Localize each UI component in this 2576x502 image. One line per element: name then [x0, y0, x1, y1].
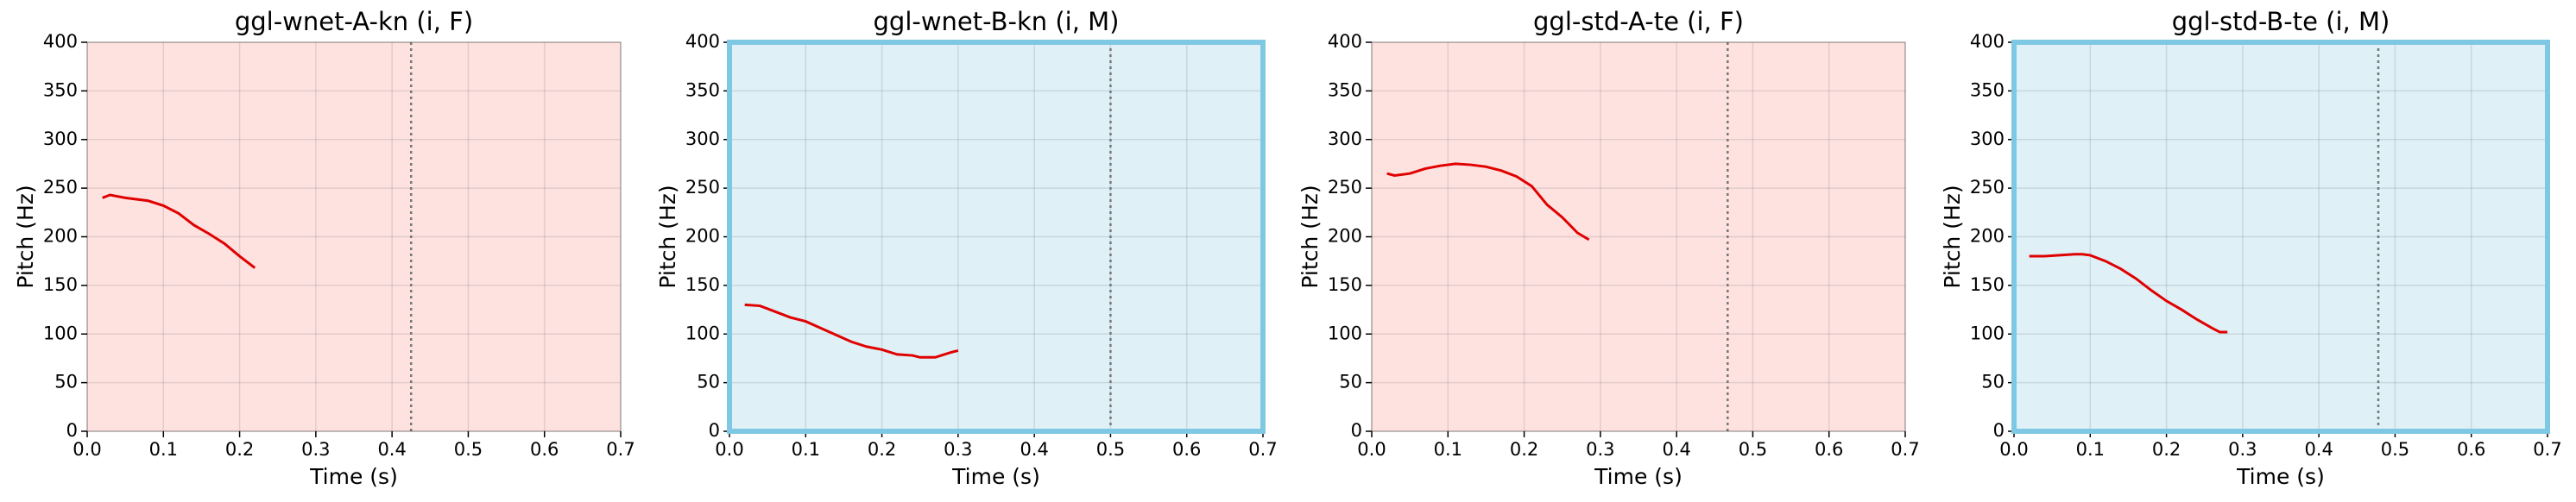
y-tick-label: 400: [1328, 31, 1362, 52]
x-tick-label: 0.4: [377, 439, 406, 460]
chart-title: ggl-std-B-te (i, M): [2172, 7, 2390, 36]
x-tick-label: 0.0: [1999, 439, 2028, 460]
y-axis-label: Pitch (Hz): [13, 185, 38, 288]
x-axis-label: Time (s): [2236, 464, 2325, 489]
y-tick-label: 100: [1970, 323, 2005, 343]
x-tick-label: 0.7: [1248, 439, 1277, 460]
x-tick-label: 0.7: [1891, 439, 1919, 460]
x-tick-label: 0.7: [2533, 439, 2561, 460]
y-axis-label: Pitch (Hz): [1297, 185, 1323, 288]
x-tick-label: 0.6: [530, 439, 559, 460]
y-tick-label: 300: [1970, 129, 2005, 149]
y-tick-label: 200: [43, 226, 78, 247]
y-tick-label: 250: [43, 177, 78, 198]
x-tick-label: 0.5: [2381, 439, 2409, 460]
y-tick-label: 100: [1328, 323, 1362, 343]
chart-title: ggl-std-A-te (i, F): [1533, 7, 1744, 36]
y-axis-label: Pitch (Hz): [1940, 185, 1965, 288]
plot-background: [2014, 42, 2548, 431]
x-tick-label: 0.2: [2152, 439, 2181, 460]
y-tick-label: 400: [43, 31, 78, 52]
y-tick-label: 250: [1970, 177, 2005, 198]
pitch-line: [1386, 162, 1590, 242]
y-tick-label: 400: [1970, 31, 2005, 52]
y-tick-label: 50: [1981, 372, 2005, 392]
plot-frame: [86, 41, 622, 432]
x-tick-label: 0.5: [1739, 439, 1767, 460]
pitch-line: [744, 303, 959, 359]
x-tick-label: 0.1: [149, 439, 178, 460]
y-tick-label: 400: [685, 31, 720, 52]
y-tick-label: 200: [1970, 226, 2005, 247]
y-tick-label: 150: [1970, 274, 2005, 295]
x-axis-label: Time (s): [309, 464, 398, 489]
y-tick-label: 300: [1328, 129, 1362, 149]
x-tick-label: 0.4: [1662, 439, 1690, 460]
x-tick-label: 0.5: [454, 439, 483, 460]
y-tick-label: 100: [685, 323, 720, 343]
x-tick-label: 0.3: [2228, 439, 2257, 460]
x-tick-label: 0.2: [225, 439, 254, 460]
y-tick-label: 350: [685, 79, 720, 100]
y-tick-label: 100: [43, 323, 78, 343]
x-tick-label: 0.3: [944, 439, 972, 460]
plot-background: [729, 42, 1263, 431]
y-tick-label: 200: [1328, 226, 1362, 247]
x-axis-label: Time (s): [951, 464, 1040, 489]
y-tick-label: 300: [685, 129, 720, 149]
chart-panel: 0 50 100 150 200 250 300 350 400 0.0 0.1 0.2 0.3 0.4 0…: [13, 7, 635, 489]
plot-frame: [727, 40, 1266, 434]
x-tick-label: 0.2: [1510, 439, 1538, 460]
x-tick-label: 0.5: [1096, 439, 1125, 460]
y-axis-label: Pitch (Hz): [655, 185, 680, 288]
x-tick-label: 0.4: [2304, 439, 2333, 460]
x-tick-label: 0.6: [1172, 439, 1201, 460]
x-tick-label: 0.4: [1020, 439, 1048, 460]
x-tick-label: 0.1: [1434, 439, 1462, 460]
plot-frame: [2011, 40, 2550, 434]
x-tick-label: 0.0: [1357, 439, 1386, 460]
plot-background: [87, 42, 621, 431]
y-tick-label: 0: [1993, 420, 2005, 441]
y-tick-label: 250: [685, 177, 720, 198]
pitch-line: [2029, 253, 2228, 334]
pitch-line: [102, 193, 256, 269]
x-tick-label: 0.2: [868, 439, 896, 460]
plot-frame: [1371, 41, 1906, 432]
y-tick-label: 0: [1351, 420, 1362, 441]
y-tick-label: 50: [1339, 372, 1362, 392]
chart-panel: 0 50 100 150 200 250 300 350 400 0.0 0.1 0.2 0.3 0.4 0…: [1297, 7, 1920, 489]
y-tick-label: 350: [43, 79, 78, 100]
chart-panel: 0 50 100 150 200 250 300 350 400 0.0 0.1 0.2 0.3 0.4 0…: [1940, 7, 2562, 489]
y-tick-label: 300: [43, 129, 78, 149]
plot-background: [1372, 42, 1905, 431]
x-tick-label: 0.7: [606, 439, 635, 460]
y-tick-label: 150: [43, 274, 78, 295]
x-tick-label: 0.1: [792, 439, 820, 460]
y-tick-label: 0: [709, 420, 720, 441]
x-tick-label: 0.3: [1586, 439, 1614, 460]
y-tick-label: 50: [54, 372, 78, 392]
y-tick-label: 150: [1328, 274, 1362, 295]
x-tick-label: 0.0: [73, 439, 101, 460]
y-tick-label: 350: [1328, 79, 1362, 100]
chart-panel: 0 50 100 150 200 250 300 350 400 0.0 0.1 0.2 0.3 0.4 0…: [655, 7, 1278, 489]
x-tick-label: 0.6: [2457, 439, 2485, 460]
x-tick-label: 0.6: [1815, 439, 1843, 460]
y-tick-label: 350: [1970, 79, 2005, 100]
y-tick-label: 200: [685, 226, 720, 247]
x-tick-label: 0.3: [301, 439, 330, 460]
y-tick-label: 250: [1328, 177, 1362, 198]
y-tick-label: 150: [685, 274, 720, 295]
y-tick-label: 50: [697, 372, 720, 392]
chart-title: ggl-wnet-A-kn (i, F): [235, 7, 473, 36]
x-tick-label: 0.0: [715, 439, 743, 460]
x-axis-label: Time (s): [1594, 464, 1683, 489]
y-tick-label: 0: [66, 420, 78, 441]
x-tick-label: 0.1: [2076, 439, 2105, 460]
chart-title: ggl-wnet-B-kn (i, M): [874, 7, 1120, 36]
